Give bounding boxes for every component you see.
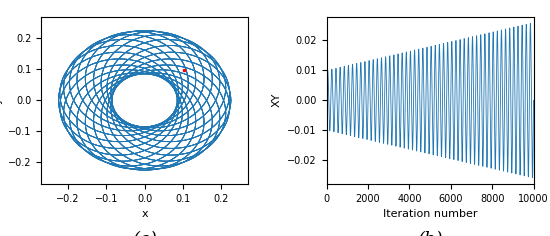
X-axis label: Iteration number: Iteration number [383, 209, 477, 219]
X-axis label: x: x [141, 209, 148, 219]
Text: (a): (a) [133, 231, 157, 236]
Text: (b): (b) [417, 231, 443, 236]
Y-axis label: XY: XY [272, 93, 282, 107]
Y-axis label: y: y [0, 97, 2, 104]
